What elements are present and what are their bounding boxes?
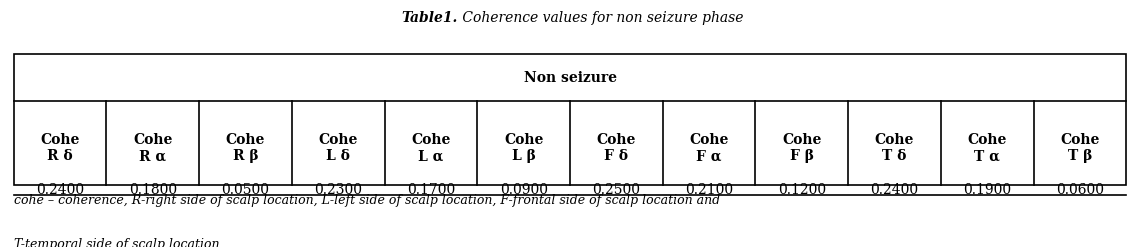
Text: Cohe
T β: Cohe T β <box>1060 133 1100 163</box>
Text: 0.1800: 0.1800 <box>129 183 177 197</box>
Text: 0.1700: 0.1700 <box>407 183 455 197</box>
Text: 0.2300: 0.2300 <box>315 183 363 197</box>
Text: Cohe
T α: Cohe T α <box>968 133 1007 163</box>
Text: Cohe
R α: Cohe R α <box>133 133 172 163</box>
Text: Table1.: Table1. <box>401 11 458 25</box>
Text: 0.1200: 0.1200 <box>777 183 825 197</box>
Text: Cohe
L δ: Cohe L δ <box>318 133 358 163</box>
Text: Cohe
F δ: Cohe F δ <box>596 133 636 163</box>
Text: 0.2100: 0.2100 <box>685 183 733 197</box>
Text: Cohe
L β: Cohe L β <box>504 133 544 163</box>
Text: Cohe
F β: Cohe F β <box>782 133 822 163</box>
Text: 0.0900: 0.0900 <box>499 183 547 197</box>
Text: Cohe
R δ: Cohe R δ <box>40 133 80 163</box>
Text: 0.0500: 0.0500 <box>221 183 269 197</box>
Text: Cohe
T δ: Cohe T δ <box>874 133 914 163</box>
Text: cohe – coherence, R-right side of scalp location, L-left side of scalp location,: cohe – coherence, R-right side of scalp … <box>14 194 719 207</box>
Text: 0.0600: 0.0600 <box>1056 183 1104 197</box>
Text: Cohe
F α: Cohe F α <box>690 133 728 163</box>
Bar <box>14 54 1126 185</box>
Text: Cohe
L α: Cohe L α <box>412 133 450 163</box>
Text: 0.2400: 0.2400 <box>871 183 919 197</box>
Text: Cohe
R β: Cohe R β <box>226 133 266 163</box>
Text: T-temporal side of scalp location: T-temporal side of scalp location <box>14 238 219 247</box>
Text: Coherence values for non seizure phase: Coherence values for non seizure phase <box>458 11 743 25</box>
Text: Non seizure: Non seizure <box>523 71 617 85</box>
Text: 0.1900: 0.1900 <box>963 183 1011 197</box>
Text: 0.2400: 0.2400 <box>36 183 84 197</box>
Text: 0.2500: 0.2500 <box>593 183 641 197</box>
